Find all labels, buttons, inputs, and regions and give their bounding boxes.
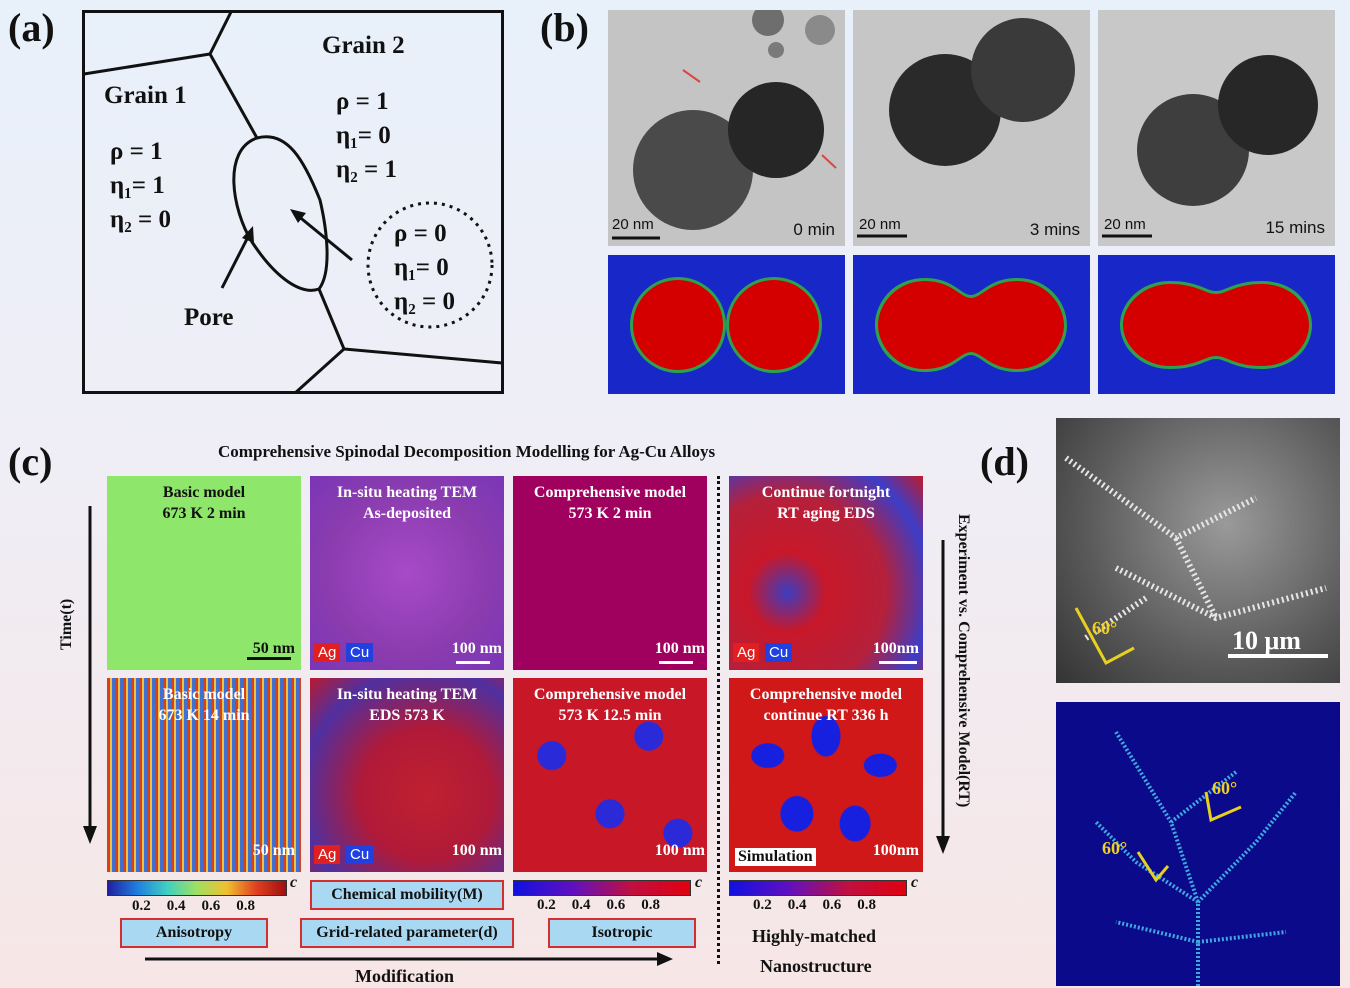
dendrite-sim-image: 60° 60° <box>1056 702 1340 986</box>
sim-angle-2: 60° <box>1102 838 1128 858</box>
pore-rho: ρ = 0 <box>394 220 447 247</box>
tile-label: Comprehensive model 573 K 12.5 min <box>533 686 687 724</box>
tem-time-1: 3 mins <box>1029 220 1080 239</box>
tem-scale-2: 20 nm <box>1104 216 1146 233</box>
sem-angle: 60° <box>1092 618 1118 638</box>
tag-ag: Ag <box>314 643 341 662</box>
sim-angle-1: 60° <box>1212 778 1238 798</box>
tem-scale-0: 20 nm <box>612 216 654 233</box>
tile-basic-14min: Basic model 673 K 14 min 50 nm <box>107 678 301 872</box>
panel-label-c: (c) <box>8 439 53 484</box>
grain1-title: Grain 1 <box>104 82 187 109</box>
modification-arrow <box>145 952 673 966</box>
time-arrow <box>83 506 97 844</box>
tile-scale: 100 nm <box>451 640 502 657</box>
tile-scale: 50 nm <box>252 640 295 657</box>
tile-tem-eds-573k: In-situ heating TEM EDS 573 K Ag Cu 100 … <box>310 678 504 872</box>
tag-ag: Ag <box>733 643 760 662</box>
tem-time-2: 15 mins <box>1265 218 1325 237</box>
panel-label-d: (d) <box>980 439 1029 484</box>
grain2-eta2: η₂ = 1 <box>336 156 397 183</box>
pore-eta1: η₁= 0 <box>394 254 449 281</box>
colorbar-ticks-1: 0.2 0.4 0.6 0.8 <box>132 898 255 914</box>
tile-label: In-situ heating TEM As-deposited <box>336 484 478 522</box>
box-grid-parameter: Grid-related parameter(d) <box>300 918 514 948</box>
grain1-eta1: η₁= 1 <box>110 172 165 199</box>
experiment-arrow <box>936 540 950 854</box>
box-chemical-mobility: Chemical mobility(M) <box>310 880 504 910</box>
tile-comp-2min: Comprehensive model 573 K 2 min 100 nm <box>513 476 707 670</box>
tile-comp-rt-336h: Comprehensive model continue RT 336 h Si… <box>729 678 923 872</box>
sim-frame-0 <box>608 255 845 394</box>
panel-c-title: Comprehensive Spinodal Decomposition Mod… <box>218 442 716 461</box>
scale-bar <box>456 661 490 664</box>
colorbar-basic <box>107 880 287 896</box>
tem-frame-0: 20 nm 0 min <box>608 10 845 246</box>
tag-cu: Cu <box>765 643 793 662</box>
tile-scale: 100 nm <box>654 640 705 657</box>
tile-comp-12min: Comprehensive model 573 K 12.5 min 100 n… <box>513 678 707 872</box>
colorbar-symbol-2: c <box>695 874 703 891</box>
nanostructure-label: Nanostructure <box>760 956 872 976</box>
scale-bar <box>659 661 693 664</box>
colorbar-symbol-1: c <box>290 874 298 891</box>
pore-label: Pore <box>184 304 234 331</box>
box-isotropic: Isotropic <box>548 918 696 948</box>
right-axis-label: Experiment vs. Comprehensive Model(RT) <box>955 514 972 808</box>
sem-image: 60° 10 μm <box>1056 418 1340 683</box>
grain2-rho: ρ = 1 <box>336 88 389 115</box>
highly-matched-label: Highly-matched <box>752 926 876 946</box>
tile-scale: 100 nm <box>654 842 705 859</box>
tile-basic-2min: Basic model 673 K 2 min 50 nm <box>107 476 301 670</box>
tag-cu: Cu <box>346 643 374 662</box>
panel-label-a: (a) <box>8 5 55 50</box>
sim-frame-2 <box>1098 255 1335 394</box>
time-axis-label: Time(t) <box>58 598 75 650</box>
colorbar-comp <box>513 880 691 896</box>
grain-schematic <box>82 10 504 394</box>
panel-label-b: (b) <box>540 5 589 50</box>
colorbar-ticks-2: 0.2 0.4 0.6 0.8 <box>537 897 660 913</box>
grain2-eta1: η₁= 0 <box>336 122 391 149</box>
tile-label: Basic model 673 K 14 min <box>158 686 250 724</box>
grain2-title: Grain 2 <box>322 32 405 59</box>
colorbar-symbol-3: c <box>911 874 919 891</box>
tag-ag: Ag <box>314 845 341 864</box>
simulation-tag: Simulation <box>735 848 816 866</box>
colorbar-ticks-3: 0.2 0.4 0.6 0.8 <box>753 897 876 913</box>
scale-bar <box>247 657 291 660</box>
scale-bar <box>879 661 917 664</box>
tile-rt-aging-eds: Continue fortnight RT aging EDS Ag Cu 10… <box>729 476 923 670</box>
tile-scale: 100 nm <box>451 842 502 859</box>
tile-label: In-situ heating TEM EDS 573 K <box>336 686 478 724</box>
tem-frame-2: 20 nm 15 mins <box>1098 10 1335 246</box>
tem-time-0: 0 min <box>793 220 835 239</box>
modification-label: Modification <box>355 966 454 986</box>
sem-scale: 10 μm <box>1232 626 1301 655</box>
tile-scale: 100nm <box>872 842 919 859</box>
tile-label: Basic model 673 K 2 min <box>162 484 246 522</box>
tile-scale: 100nm <box>872 640 919 657</box>
tile-scale: 50 nm <box>252 842 295 859</box>
tile-label: Comprehensive model continue RT 336 h <box>749 686 903 724</box>
tile-label: Continue fortnight RT aging EDS <box>761 484 891 522</box>
pore-eta2: η₂ = 0 <box>394 288 455 315</box>
colorbar-rt <box>729 880 907 896</box>
tile-tem-asdeposited: In-situ heating TEM As-deposited Ag Cu 1… <box>310 476 504 670</box>
separator <box>717 476 720 964</box>
sim-frame-1 <box>853 255 1090 394</box>
box-anisotropy: Anisotropy <box>120 918 268 948</box>
tile-label: Comprehensive model 573 K 2 min <box>533 484 687 522</box>
grain1-eta2: η₂ = 0 <box>110 206 171 233</box>
tem-scale-1: 20 nm <box>859 216 901 233</box>
tag-cu: Cu <box>346 845 374 864</box>
grain1-rho: ρ = 1 <box>110 138 163 165</box>
tem-frame-1: 20 nm 3 mins <box>853 10 1090 246</box>
